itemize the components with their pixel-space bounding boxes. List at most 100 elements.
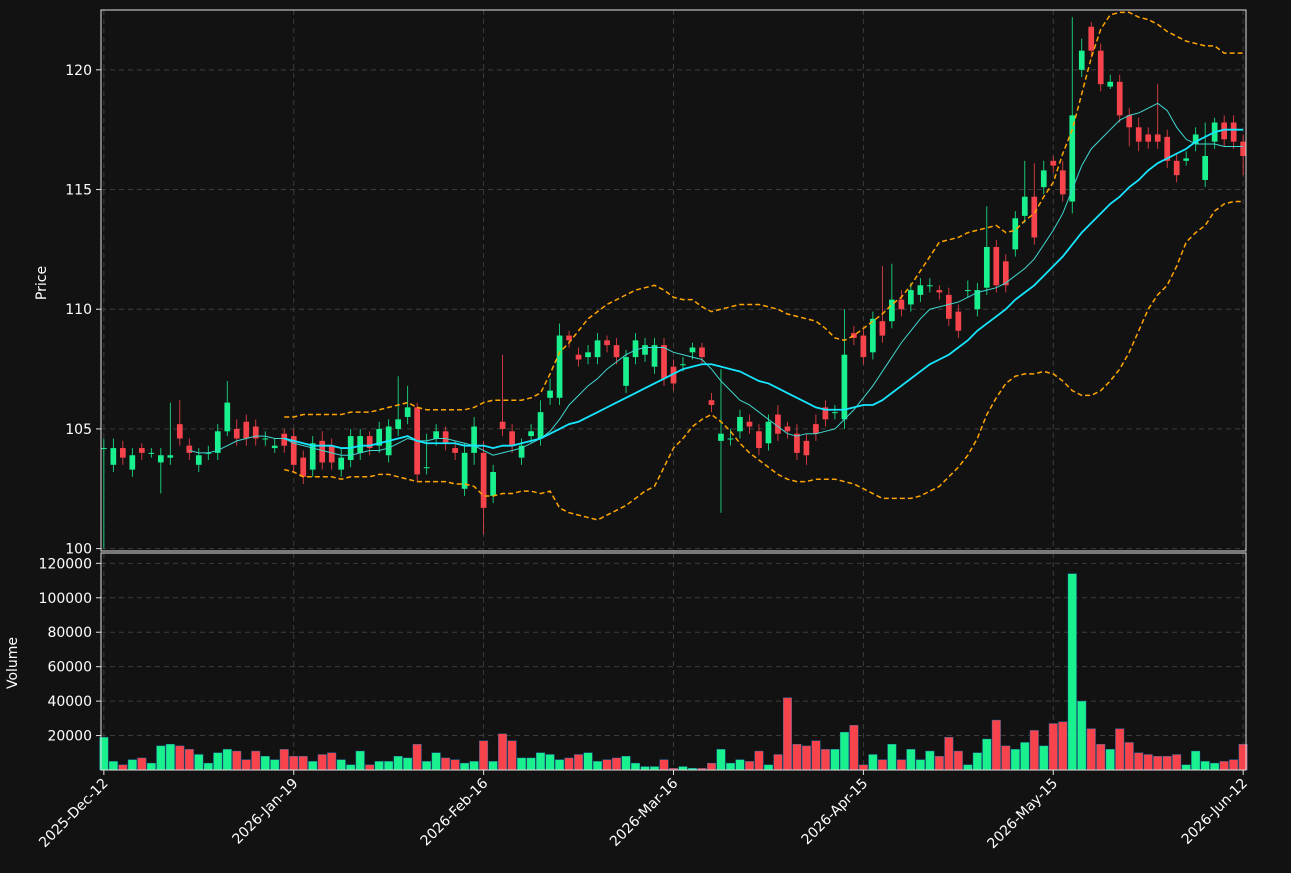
candle-body xyxy=(1078,50,1085,70)
candle-body xyxy=(1097,50,1104,85)
volume-bar xyxy=(659,759,669,771)
candle-body xyxy=(271,445,278,449)
candle-body xyxy=(167,455,174,458)
candle-body xyxy=(936,290,943,293)
candle-body xyxy=(851,333,857,338)
candle-body xyxy=(1230,122,1237,142)
y-tick-label: 120 xyxy=(65,63,92,79)
volume-bar xyxy=(991,719,1001,771)
volume-bar xyxy=(754,750,764,771)
candle-body xyxy=(708,400,715,405)
volume-bar xyxy=(1229,759,1239,771)
volume-bar xyxy=(403,757,413,771)
y-tick-label: 100000 xyxy=(39,591,92,607)
candle-body xyxy=(319,440,326,463)
volume-bar xyxy=(1143,754,1153,771)
candle-body xyxy=(537,412,544,439)
volume-bar xyxy=(1162,756,1172,771)
volume-bar xyxy=(545,754,555,771)
candle-body xyxy=(1192,134,1199,145)
volume-bar xyxy=(393,756,403,771)
candle-body xyxy=(680,364,686,366)
volume-bar xyxy=(963,764,973,771)
volume-bar xyxy=(279,749,289,771)
candle-body xyxy=(1135,127,1142,142)
volume-bar xyxy=(336,759,346,771)
candle-body xyxy=(433,431,439,439)
y-tick-label: 80000 xyxy=(47,625,92,641)
candle-body xyxy=(186,445,193,453)
volume-bar xyxy=(374,761,384,771)
volume-bar xyxy=(887,743,897,771)
candle-body xyxy=(794,433,800,453)
candle-body xyxy=(366,436,373,449)
volume-bar xyxy=(251,750,261,771)
candle-body xyxy=(585,352,591,358)
candle-body xyxy=(1002,261,1009,286)
volume-bar xyxy=(146,762,156,771)
candle-body xyxy=(813,424,819,434)
candle-body xyxy=(1040,170,1047,188)
candle-body xyxy=(642,345,648,355)
candle-body xyxy=(746,421,753,427)
volume-bar xyxy=(555,759,565,771)
volume-bar xyxy=(849,725,859,771)
y-tick-label: 40000 xyxy=(47,694,92,710)
candle-body xyxy=(870,318,876,353)
volume-bar xyxy=(602,759,612,771)
candle-body xyxy=(651,345,658,367)
volume-bar xyxy=(298,756,308,771)
volume-bar xyxy=(469,761,479,771)
candle-body xyxy=(879,321,886,336)
candle-body xyxy=(442,431,449,444)
volume-bar xyxy=(517,757,527,771)
band-line xyxy=(284,11,1244,418)
volume-bar xyxy=(526,757,536,771)
candle-body xyxy=(1173,160,1180,176)
volume-bar xyxy=(839,731,849,771)
volume-bar xyxy=(1067,573,1077,771)
candle-body xyxy=(974,290,981,310)
candle-body xyxy=(338,457,345,470)
candle-body xyxy=(556,335,563,398)
y-tick-label: 60000 xyxy=(47,660,92,676)
candle-body xyxy=(1221,122,1228,140)
volume-bar xyxy=(877,759,887,771)
candle-body xyxy=(1154,134,1161,142)
volume-bar xyxy=(612,757,622,771)
candle-body xyxy=(1021,196,1028,216)
volume-bar xyxy=(441,757,451,771)
candle-body xyxy=(423,467,430,469)
volume-bar xyxy=(175,745,185,771)
candle-body xyxy=(983,246,990,288)
candle-body xyxy=(756,431,762,449)
candle-body xyxy=(1126,115,1133,128)
candle-body xyxy=(841,354,848,420)
candle-body xyxy=(860,335,867,358)
volume-bar xyxy=(194,754,204,771)
volume-bar xyxy=(707,762,716,771)
volume-bar xyxy=(460,762,470,771)
candle-body xyxy=(623,357,629,386)
candle-body xyxy=(594,340,601,358)
candle-body xyxy=(214,431,221,453)
volume-bar xyxy=(1153,756,1163,771)
volume-bar xyxy=(1134,752,1144,771)
candle-body xyxy=(300,457,307,477)
volume-bar xyxy=(1010,749,1020,771)
volume-bar xyxy=(906,749,916,771)
volume-bar xyxy=(127,759,137,771)
candle-body xyxy=(119,448,126,458)
volume-bar xyxy=(384,761,394,771)
volume-bar xyxy=(1086,728,1096,771)
y-tick-label: 105 xyxy=(65,422,92,438)
candle-body xyxy=(471,426,477,453)
volume-bar xyxy=(868,754,878,771)
volume-bar xyxy=(308,761,318,771)
volume-bar xyxy=(1077,700,1087,771)
volume-bar xyxy=(801,745,811,771)
candle-body xyxy=(945,294,952,319)
